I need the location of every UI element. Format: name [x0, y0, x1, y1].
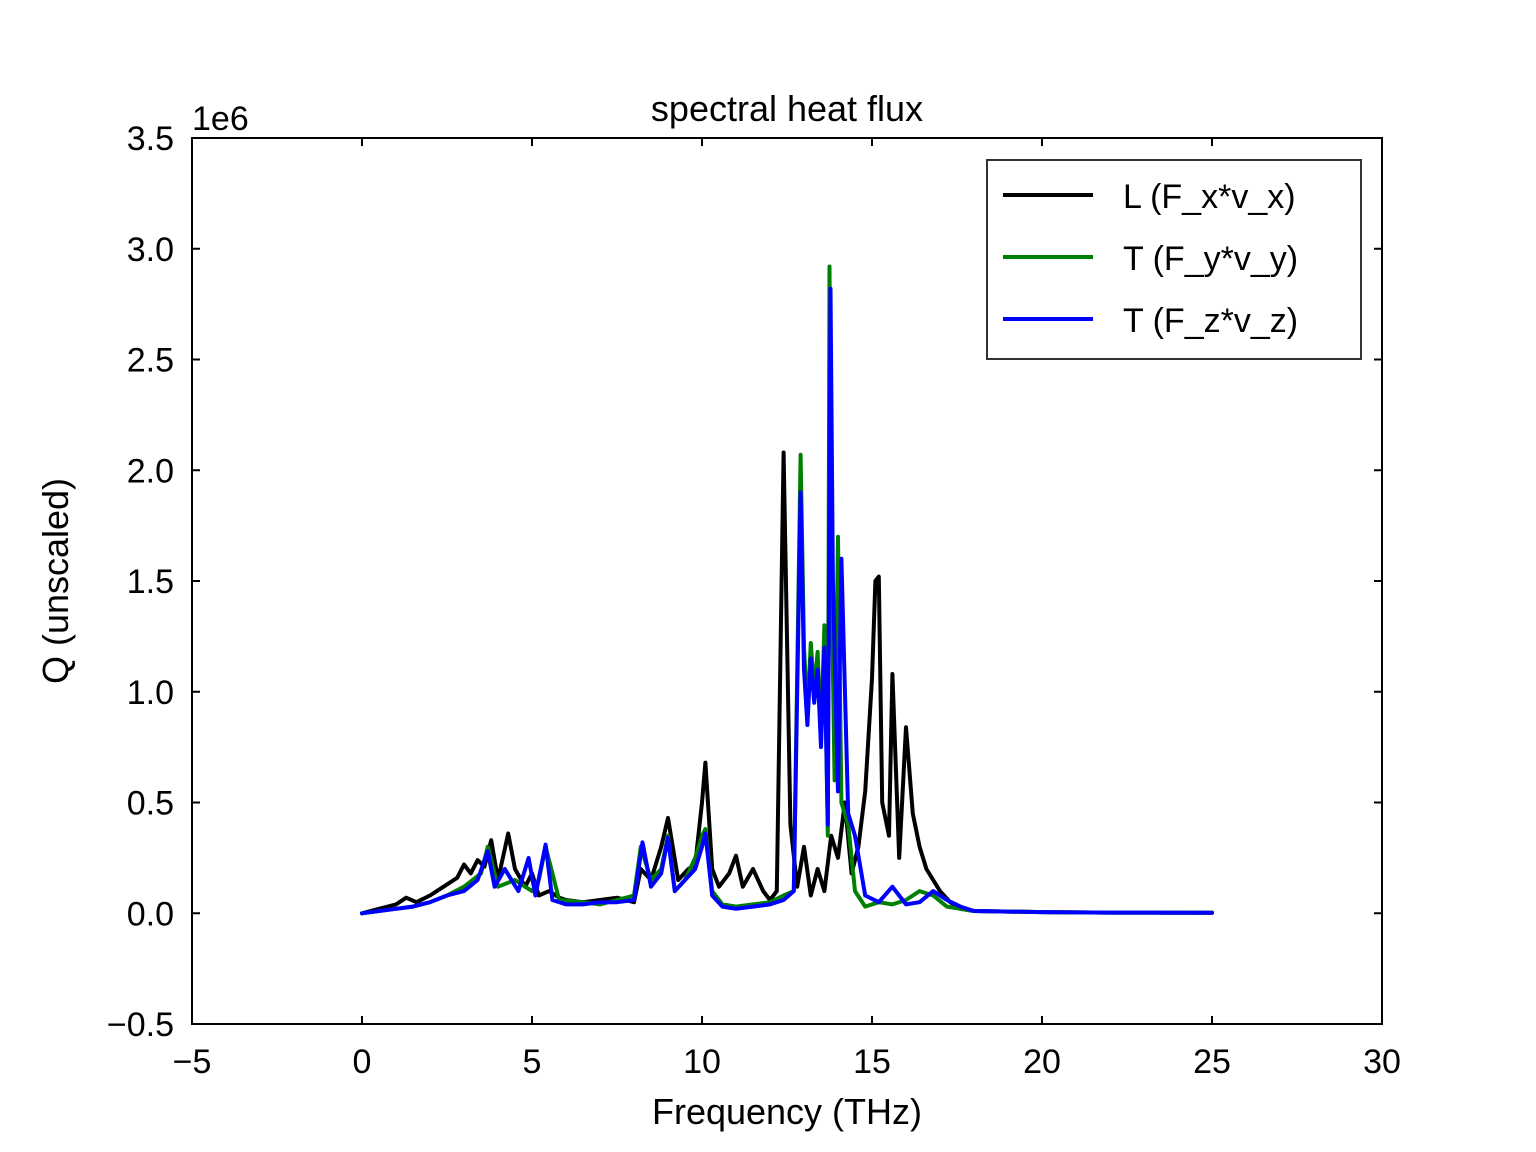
x-tick-label: 25: [1193, 1043, 1231, 1081]
y-tick-label: −0.5: [107, 1006, 174, 1044]
x-tick-label: 5: [523, 1043, 542, 1081]
y-axis-title: Q (unscaled): [35, 478, 76, 684]
x-tick-label: 15: [853, 1043, 891, 1081]
legend-label-l: L (F_x*v_x): [1123, 178, 1296, 216]
legend-label-tz: T (F_z*v_z): [1123, 302, 1298, 340]
x-tick-label: 20: [1023, 1043, 1061, 1081]
x-axis-title: Frequency (THz): [652, 1091, 922, 1132]
y-tick-label: 0.5: [127, 785, 174, 823]
y-tick-label: 2.5: [127, 342, 174, 380]
y-tick-label: 3.0: [127, 231, 174, 269]
legend-label-ty: T (F_y*v_y): [1123, 240, 1298, 278]
y-tick-label: 0.0: [127, 895, 174, 933]
tick-layer: −5 0 5 10 15 20 25 30 −0.5 0.0 0.5 1.0 1.5 2.0 2.5 3.0 3…: [107, 120, 1401, 1081]
x-tick-label: 0: [353, 1043, 372, 1081]
legend: L (F_x*v_x) T (F_y*v_y) T (F_z*v_z): [986, 159, 1362, 360]
y-tick-label: 3.5: [127, 120, 174, 158]
x-tick-label: 30: [1363, 1043, 1401, 1081]
series-line-tz: [360, 286, 1214, 916]
x-tick-label: 10: [683, 1043, 721, 1081]
y-tick-label: 1.0: [127, 674, 174, 712]
y-tick-label: 2.0: [127, 452, 174, 490]
plot-frame: [191, 137, 1383, 1025]
y-tick-label: 1.5: [127, 563, 174, 601]
chart-title: spectral heat flux: [651, 88, 923, 129]
series-line-l: [360, 450, 1214, 916]
series-layer: [360, 264, 1214, 916]
y-offset-label: 1e6: [192, 100, 249, 138]
x-tick-label: −5: [173, 1043, 212, 1081]
